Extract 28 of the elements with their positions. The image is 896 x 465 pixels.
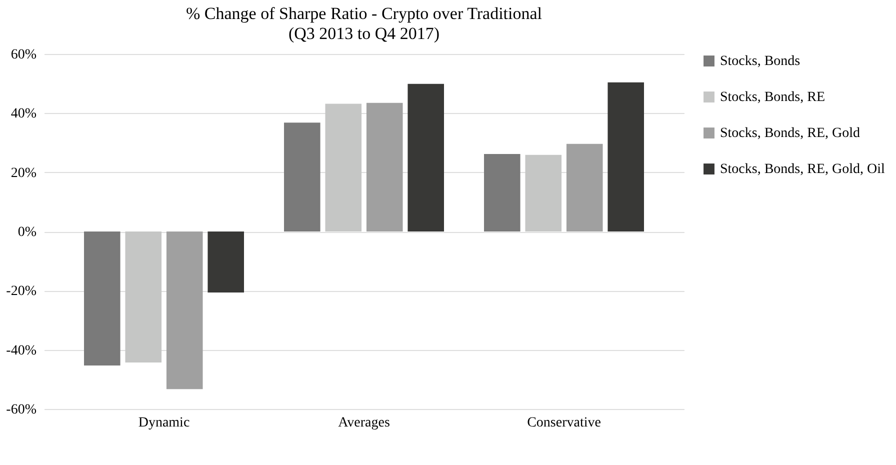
bar — [366, 102, 403, 232]
legend-label: Stocks, Bonds, RE — [720, 90, 826, 105]
chart-subtitle: (Q3 2013 to Q4 2017) — [288, 24, 440, 43]
y-tick-label: 60% — [10, 48, 37, 62]
legend-label: Stocks, Bonds, RE, Gold, Oil — [720, 162, 886, 177]
bar — [284, 122, 320, 232]
bar — [484, 154, 520, 232]
bar — [208, 232, 244, 292]
chart-title: % Change of Sharpe Ratio - Crypto over Traditional — [186, 4, 542, 23]
y-tick-label: -60% — [6, 402, 37, 418]
bar — [608, 82, 644, 232]
bar — [325, 104, 362, 232]
bar — [84, 232, 120, 366]
y-tick-label: 40% — [10, 106, 37, 122]
y-tick-label: -20% — [6, 284, 37, 300]
bar — [166, 232, 203, 390]
x-tick-label: Dynamic — [138, 416, 190, 430]
x-tick-label: Conservative — [527, 416, 601, 430]
bar — [566, 144, 603, 232]
y-tick-label: 0% — [18, 225, 37, 240]
x-tick-label: Averages — [338, 416, 390, 430]
bar — [525, 154, 562, 232]
legend-label: Stocks, Bonds — [720, 54, 800, 69]
bar — [125, 232, 162, 363]
y-tick-label: -40% — [6, 343, 37, 358]
legend-label: Stocks, Bonds, RE, Gold — [720, 126, 860, 141]
y-tick-label: 20% — [10, 166, 37, 181]
bar — [408, 84, 444, 232]
